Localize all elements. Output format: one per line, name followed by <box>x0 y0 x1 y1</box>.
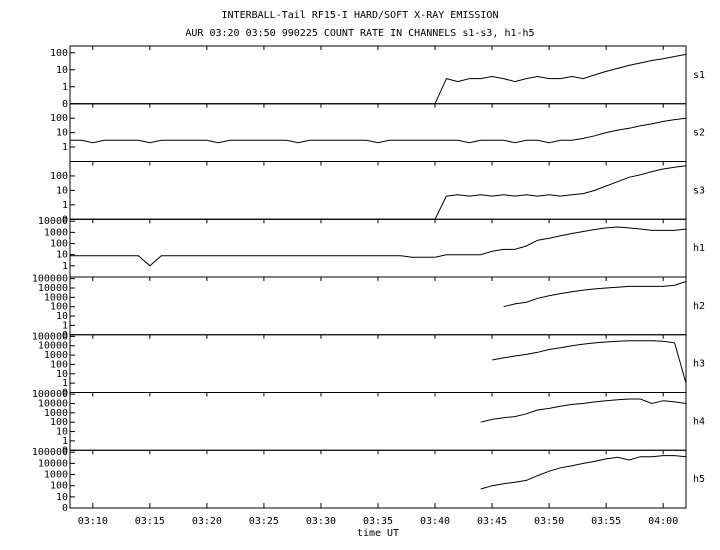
y-tick-label: 100 <box>50 302 68 313</box>
y-tick-label: 100 <box>50 359 68 370</box>
x-axis-label: time UT <box>357 528 399 539</box>
y-tick-label: 0 <box>62 445 68 456</box>
y-tick-label: 10 <box>56 250 68 261</box>
panel-frame <box>69 449 687 509</box>
y-tick-label: 10000 <box>38 341 68 352</box>
data-line <box>492 340 687 384</box>
y-tick-label: 10 <box>56 311 68 322</box>
y-tick-label: 10 <box>56 128 68 139</box>
x-tick-label: 03:10 <box>78 516 108 527</box>
data-line <box>70 117 687 144</box>
chart-title: INTERBALL-Tail RF15-I HARD/SOFT X-RAY EM… <box>222 10 499 21</box>
y-tick-label: 1 <box>62 142 68 153</box>
y-tick-label: 1000 <box>44 350 68 361</box>
y-tick-label: 0 <box>62 214 68 225</box>
y-tick-label: 1 <box>62 378 68 389</box>
panel-label: h3 <box>693 359 705 370</box>
x-tick-label: 03:55 <box>591 516 621 527</box>
panel-label: s1 <box>693 70 705 81</box>
y-tick-label: 1 <box>62 82 68 93</box>
data-line <box>503 281 687 308</box>
y-tick-label: 1000 <box>44 227 68 238</box>
y-tick-label: 1000 <box>44 292 68 303</box>
y-tick-label: 100000 <box>32 389 68 400</box>
y-tick-label: 100 <box>50 113 68 124</box>
y-tick-label: 1000 <box>44 408 68 419</box>
y-tick-label: 10000 <box>38 458 68 469</box>
panel-label: h4 <box>693 416 705 427</box>
x-tick-label: 03:25 <box>249 516 279 527</box>
y-tick-label: 10000 <box>38 283 68 294</box>
y-tick-label: 100 <box>50 48 68 59</box>
x-tick-label: 03:30 <box>306 516 336 527</box>
y-tick-label: 0 <box>62 330 68 341</box>
y-tick-label: 100000 <box>32 447 68 458</box>
y-tick-label: 100000 <box>32 274 68 285</box>
y-tick-label: 100 <box>50 171 68 182</box>
chart-subtitle: AUR 03:20 03:50 990225 COUNT RATE IN CHA… <box>185 28 534 39</box>
data-line <box>70 53 687 105</box>
panel-label: h5 <box>693 474 705 485</box>
y-tick-label: 0 <box>62 99 68 110</box>
x-tick-label: 03:20 <box>192 516 222 527</box>
panel-frame <box>69 276 687 336</box>
y-tick-label: 0 <box>62 503 68 514</box>
panel-label: s2 <box>693 128 705 139</box>
panel-label: h1 <box>693 243 705 254</box>
y-tick-label: 1 <box>62 320 68 331</box>
y-tick-label: 0 <box>62 388 68 399</box>
y-tick-label: 1 <box>62 436 68 447</box>
y-tick-label: 1 <box>62 200 68 211</box>
y-tick-label: 10 <box>56 427 68 438</box>
y-tick-label: 10 <box>56 369 68 380</box>
panel-frame <box>69 392 687 451</box>
y-tick-label: 100 <box>50 481 68 492</box>
x-tick-label: 03:35 <box>363 516 393 527</box>
y-tick-label: 100 <box>50 239 68 250</box>
y-tick-label: 1000 <box>44 470 68 481</box>
x-tick-label: 03:15 <box>135 516 165 527</box>
y-tick-label: 10 <box>56 185 68 196</box>
panel-label: s3 <box>693 185 705 196</box>
y-tick-label: 100 <box>50 417 68 428</box>
data-line <box>480 455 687 490</box>
panel-frame <box>69 218 687 278</box>
y-tick-label: 10 <box>56 65 68 76</box>
y-tick-label: 10000 <box>38 216 68 227</box>
panel-frame <box>69 103 687 162</box>
data-line <box>70 165 687 220</box>
x-tick-label: 03:50 <box>534 516 564 527</box>
panel-label: h2 <box>693 301 705 312</box>
x-tick-label: 04:00 <box>648 516 678 527</box>
y-tick-label: 1 <box>62 261 68 272</box>
y-tick-label: 10000 <box>38 398 68 409</box>
x-tick-label: 03:40 <box>420 516 450 527</box>
x-tick-label: 03:45 <box>477 516 507 527</box>
data-line <box>480 398 687 423</box>
y-tick-label: 100000 <box>32 331 68 342</box>
y-tick-label: 10 <box>56 492 68 503</box>
data-line <box>70 226 687 267</box>
